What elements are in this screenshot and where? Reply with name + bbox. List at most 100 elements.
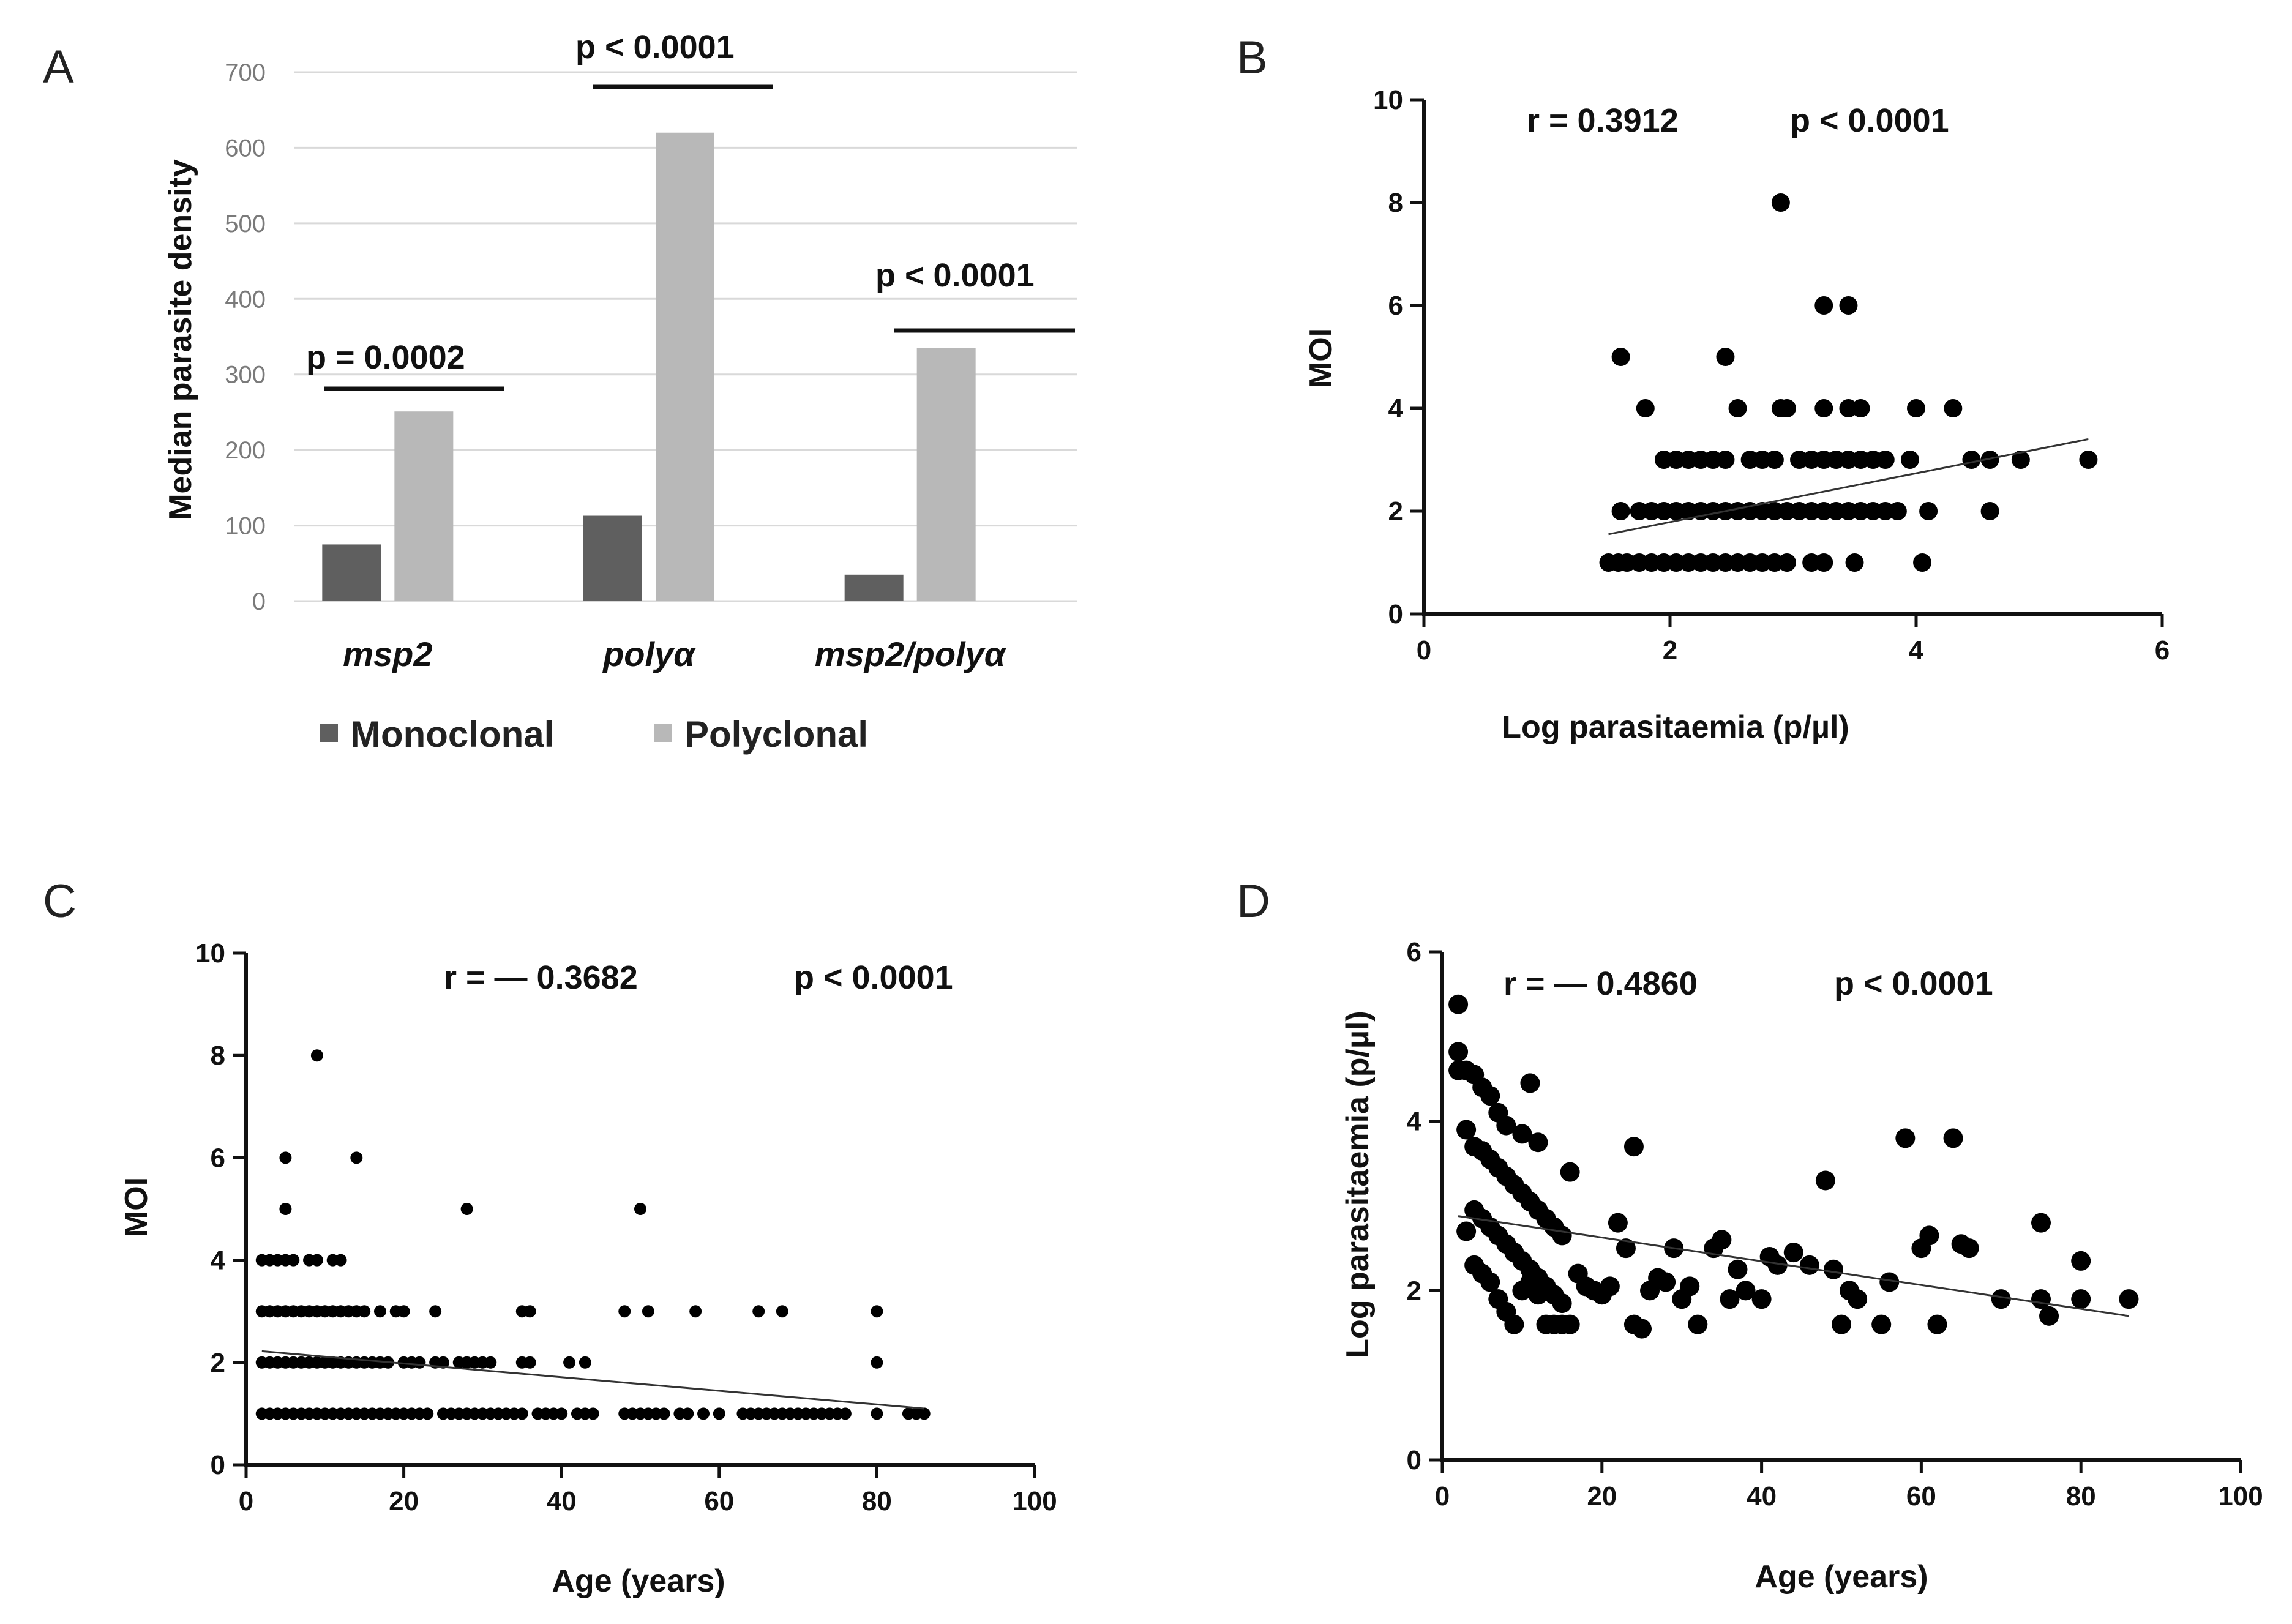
panel-b-points [1599, 193, 2098, 572]
c-x-tick-label-60: 60 [704, 1486, 734, 1516]
b-point-66 [2079, 451, 2098, 469]
d-y-tick-label-0: 0 [1407, 1445, 1421, 1475]
b-point-74 [1907, 399, 1925, 417]
b-point-18 [1845, 553, 1864, 572]
d-point-95 [2031, 1289, 2051, 1309]
panel-b-trendline [1608, 438, 2089, 536]
b-point-44 [1980, 502, 1999, 520]
d-point-6 [1480, 1086, 1500, 1106]
legend-label-monoclonal: Monoclonal [350, 714, 554, 755]
y-tick-label-700: 700 [225, 59, 266, 86]
d-x-tick-label-40: 40 [1747, 1481, 1777, 1511]
d-y-tick-label-4: 4 [1407, 1107, 1422, 1137]
c-x-tick-label-100: 100 [1012, 1486, 1057, 1516]
b-point-75 [1944, 399, 1963, 417]
d-point-73 [1736, 1281, 1756, 1301]
c-x-tick-label-80: 80 [862, 1486, 892, 1516]
b-y-tick-label-10: 10 [1373, 85, 1403, 115]
d-point-89 [1927, 1314, 1947, 1334]
c-point-99 [871, 1356, 883, 1369]
c-point-114 [373, 1305, 386, 1318]
panel-b-axes: 0 2 4 6 0 2 4 6 8 10 [1373, 85, 2170, 665]
b-y-tick-label-8: 8 [1388, 188, 1403, 218]
b-point-78 [1815, 296, 1833, 315]
d-x-tick-label-0: 0 [1435, 1481, 1450, 1511]
b-y-tick-label-2: 2 [1388, 496, 1403, 526]
d-point-44 [1504, 1314, 1524, 1334]
b-y-tick-label-0: 0 [1388, 599, 1403, 629]
panel-d-points [1448, 994, 2139, 1339]
c-point-64 [871, 1407, 883, 1420]
panel-a-bar-chart: A 0 100 200 300 400 500 600 700 msp2 polyα msp2/p… [43, 29, 1077, 755]
c-point-116 [397, 1305, 410, 1318]
b-point-68 [1728, 399, 1747, 417]
bar-monoclonal-1 [583, 515, 642, 601]
c-point-136 [460, 1203, 473, 1215]
d-point-25 [1560, 1162, 1580, 1182]
c-y-tick-label-0: 0 [211, 1450, 225, 1480]
d-x-tick-label-20: 20 [1587, 1481, 1617, 1511]
c-point-117 [429, 1305, 442, 1318]
c-point-63 [839, 1407, 852, 1420]
d-point-59 [1624, 1137, 1644, 1157]
d-point-26 [1456, 1221, 1477, 1241]
b-point-80 [1771, 193, 1790, 212]
b-point-67 [1636, 399, 1655, 417]
bar-polyclonal-2 [916, 348, 976, 601]
b-point-76 [1611, 348, 1630, 366]
panel-c-y-axis-label: MOI [119, 1177, 154, 1237]
c-point-140 [310, 1049, 323, 1062]
d-point-58 [1616, 1238, 1636, 1259]
d-point-92 [1959, 1238, 1979, 1259]
bar-monoclonal-2 [844, 574, 904, 601]
b-point-15 [1777, 553, 1796, 572]
panel-b-p-annotation: p < 0.0001 [1790, 102, 1949, 139]
b-point-79 [1839, 296, 1858, 315]
c-point-120 [618, 1305, 631, 1318]
panel-d-axes: 0 20 40 60 80 100 0 2 4 6 [1407, 937, 2263, 1511]
d-point-70 [1712, 1230, 1732, 1250]
panel-d-y-axis-label: Log parasitaemia (p/µl) [1340, 1011, 1376, 1358]
y-tick-label-0: 0 [252, 588, 266, 615]
c-point-45 [657, 1407, 670, 1420]
b-point-64 [1980, 451, 1999, 469]
category-label-2: msp2/polyα [815, 635, 1007, 673]
c-y-tick-label-6: 6 [211, 1143, 225, 1173]
panel-b-scatter: B 0 2 4 6 0 2 4 6 8 10 Log parasitaemia (p/µl) MO… [1237, 32, 2170, 745]
panel-d-letter: D [1237, 875, 1270, 927]
c-point-137 [634, 1203, 646, 1215]
panel-a-y-axis-label: Median parasite density [163, 159, 198, 520]
y-tick-label-100: 100 [225, 513, 266, 540]
d-point-71 [1720, 1289, 1740, 1309]
legend-swatch-polyclonal [654, 724, 672, 742]
c-point-138 [279, 1151, 292, 1164]
d-point-94 [2031, 1213, 2051, 1233]
panel-a-bars [322, 132, 976, 601]
panel-c-trendline [261, 1350, 924, 1410]
c-point-49 [713, 1407, 725, 1420]
b-x-tick-label-6: 6 [2155, 635, 2170, 665]
panel-a-category-labels: msp2 polyα msp2/polyα [343, 635, 1007, 673]
d-point-84 [1871, 1314, 1892, 1334]
panel-c-r-annotation: r = — 0.3682 [444, 959, 638, 996]
c-point-67 [918, 1407, 931, 1420]
panel-b-letter: B [1237, 32, 1268, 84]
legend-swatch-monoclonal [320, 724, 338, 742]
panel-c-scatter: C 0 20 40 60 80 100 0 2 4 6 8 10 Age (years) MOI r … [43, 875, 1057, 1599]
c-point-119 [523, 1305, 536, 1318]
c-x-tick-label-0: 0 [239, 1486, 253, 1516]
sig-annotation-msp2-polya: p < 0.0001 [875, 257, 1035, 294]
d-x-tick-label-60: 60 [1906, 1481, 1936, 1511]
category-label-0: msp2 [343, 635, 432, 673]
panel-d-trendline [1458, 1215, 2129, 1317]
d-point-83 [1848, 1289, 1868, 1309]
d-point-97 [2071, 1251, 2091, 1271]
c-point-135 [279, 1203, 292, 1215]
d-point-12 [1456, 1120, 1477, 1140]
d-point-76 [1767, 1255, 1788, 1275]
b-point-19 [1913, 553, 1932, 572]
panel-b-r-annotation: r = 0.3912 [1527, 102, 1679, 139]
c-y-tick-label-8: 8 [211, 1041, 225, 1071]
d-point-41 [1480, 1272, 1500, 1292]
